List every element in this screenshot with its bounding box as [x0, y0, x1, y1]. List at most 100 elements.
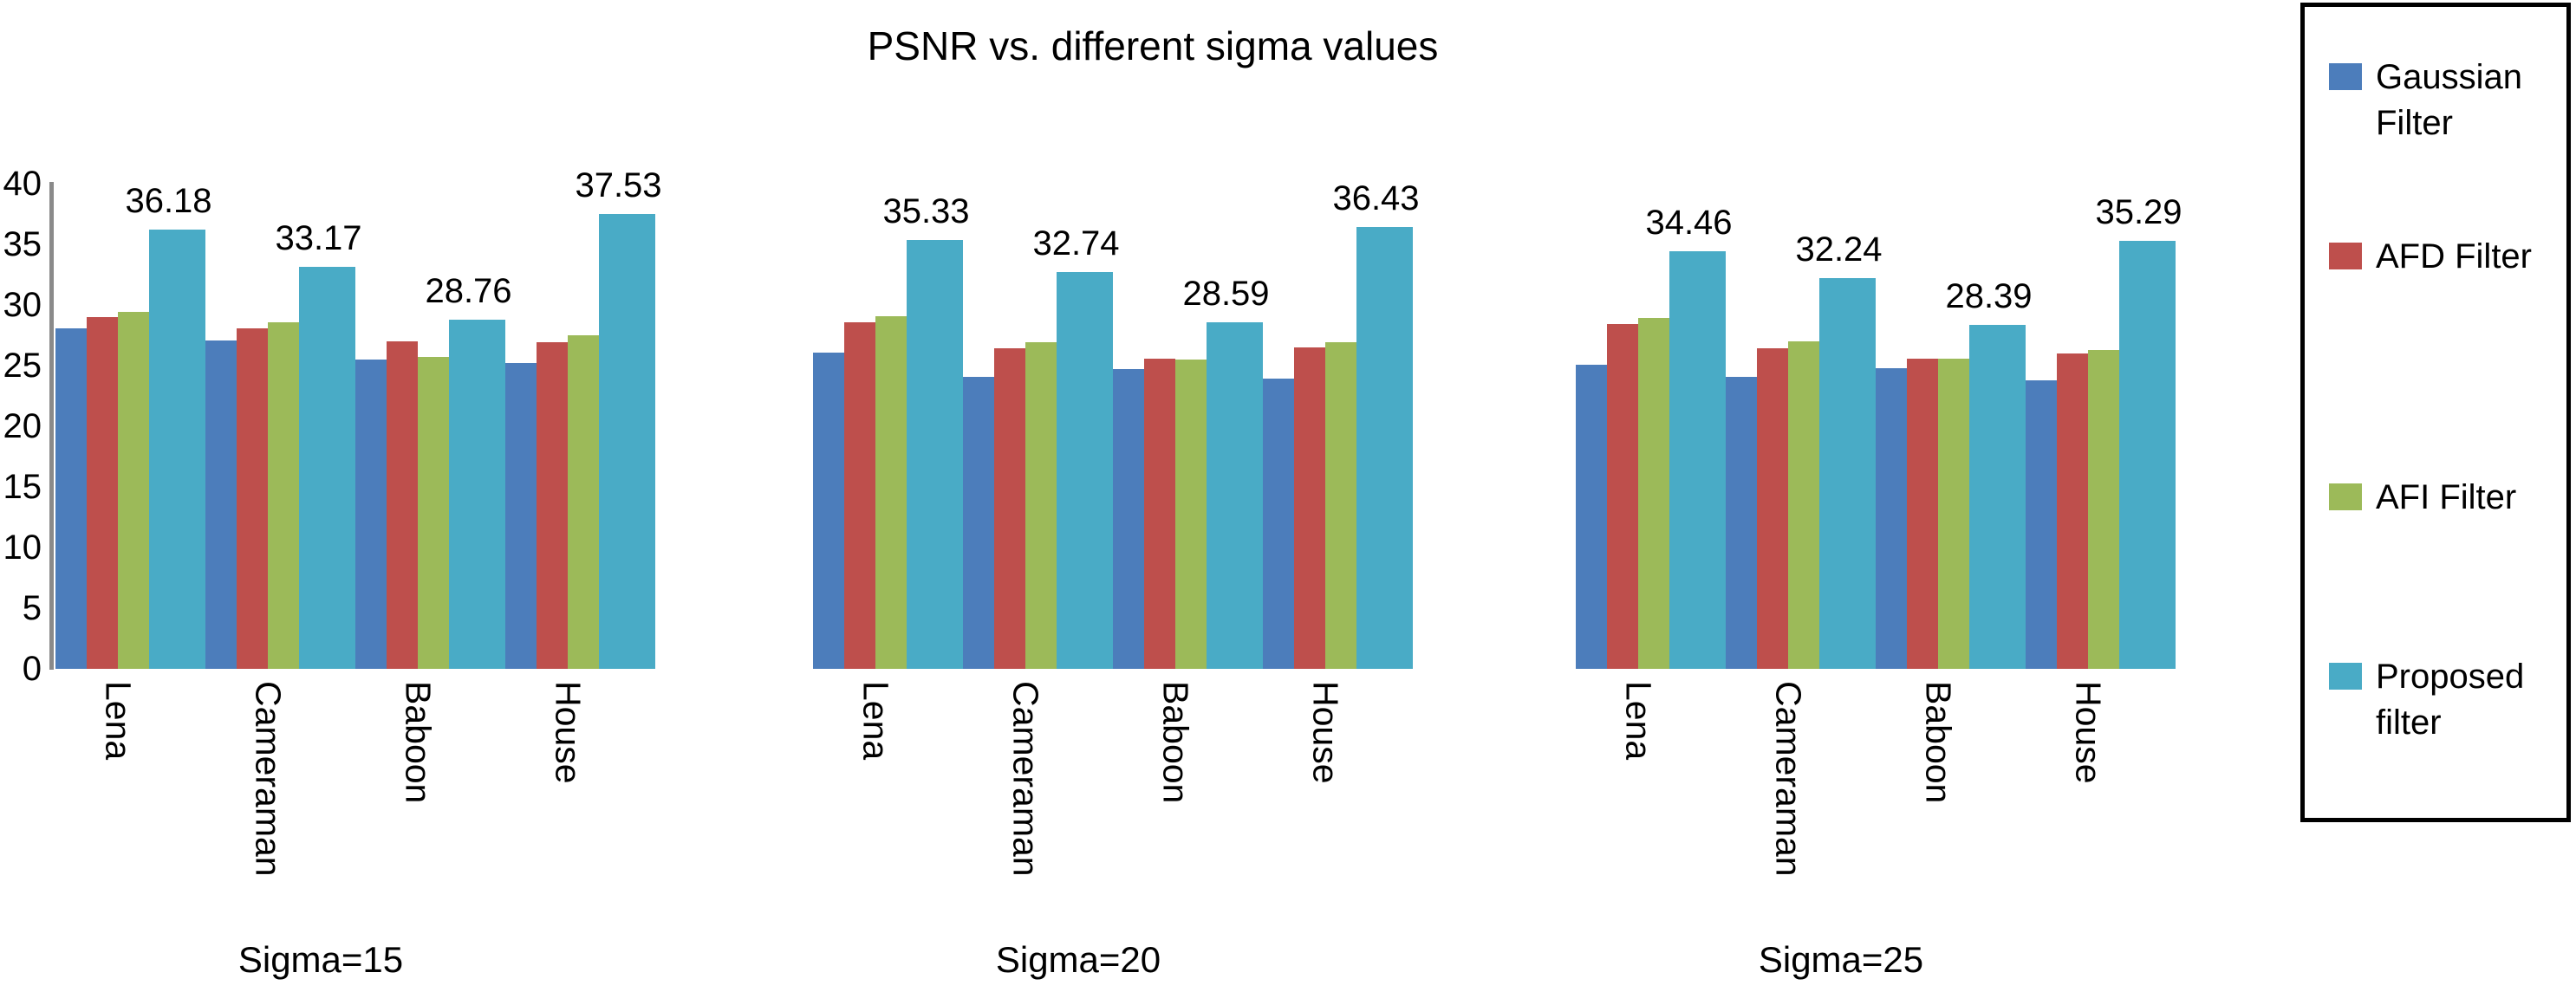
bar-Sigma=15-Cameraman-AFI Filter [268, 321, 299, 669]
bar-value-label: 37.53 [575, 165, 662, 204]
legend-label: AFI Filter [2376, 478, 2517, 516]
bar-value-label: 28.39 [1945, 276, 2033, 315]
bar-Sigma=25-Cameraman-AFI Filter [1788, 341, 1819, 669]
legend-box: Gaussian Filter AFD Filter AFI Filter Propo… [2300, 3, 2571, 822]
bar-value-label: 28.76 [425, 272, 512, 311]
y-tick-label-10: 10 [3, 528, 42, 567]
bar-Sigma=25-House-AFD Filter [2057, 353, 2088, 669]
y-tick-label-40: 40 [3, 165, 42, 203]
bar-value-label: 32.24 [1795, 230, 1883, 269]
bar-Sigma=15-Lena-Proposed filter [149, 230, 205, 669]
legend-label: AFD Filter [2376, 237, 2532, 276]
category-label-House: House [2068, 681, 2109, 784]
category-label-House: House [548, 681, 589, 784]
bar-Sigma=20-Lena-Gaussian Filter [813, 352, 844, 669]
bar-Sigma=15-House-AFI Filter [568, 335, 599, 669]
bar-Sigma=25-House-Gaussian Filter [2026, 379, 2057, 669]
bar-Sigma=25-Baboon-Gaussian Filter [1876, 367, 1907, 669]
bar-Sigma=15-House-Gaussian Filter [505, 363, 537, 669]
category-label-House: House [1305, 681, 1346, 784]
bar-Sigma=15-Lena-AFD Filter [87, 317, 118, 669]
bar-Sigma=20-House-AFD Filter [1294, 347, 1325, 669]
bar-Sigma=25-Lena-AFI Filter [1638, 318, 1669, 669]
legend-label: Gaussian Filter [2376, 58, 2522, 142]
y-axis-line [49, 182, 54, 670]
y-tick-label-35: 35 [3, 225, 42, 263]
bar-Sigma=15-Baboon-Proposed filter [449, 320, 505, 669]
legend-item-Gaussian Filter: Gaussian Filter [2329, 55, 2562, 146]
bar-Sigma=15-Lena-AFI Filter [118, 312, 149, 669]
legend-label: Proposed filter [2376, 658, 2525, 742]
bar-Sigma=20-House-Gaussian Filter [1263, 379, 1294, 669]
bar-value-label: 35.33 [882, 192, 970, 231]
legend-swatch-icon [2329, 243, 2362, 269]
bar-Sigma=15-Cameraman-Gaussian Filter [205, 340, 237, 669]
bar-Sigma=25-Baboon-AFD Filter [1907, 358, 1938, 669]
category-label-Cameraman: Cameraman [248, 681, 289, 877]
bar-Sigma=20-Cameraman-Gaussian Filter [963, 376, 994, 669]
bar-Sigma=25-Cameraman-Proposed filter [1819, 277, 1876, 669]
bar-Sigma=25-House-AFI Filter [2088, 349, 2119, 669]
category-label-Lena: Lena [1618, 681, 1659, 761]
legend-swatch-icon [2329, 483, 2362, 510]
y-tick-label-15: 15 [3, 468, 42, 506]
bar-Sigma=20-Cameraman-Proposed filter [1057, 271, 1113, 669]
bar-Sigma=20-Cameraman-AFD Filter [994, 348, 1025, 669]
group-label-Sigma=15: Sigma=15 [237, 939, 404, 980]
bar-Sigma=20-Baboon-AFD Filter [1144, 358, 1175, 669]
bar-Sigma=20-Lena-AFD Filter [844, 321, 875, 669]
legend-swatch-icon [2329, 663, 2362, 690]
bar-Sigma=20-Cameraman-AFI Filter [1025, 342, 1057, 669]
bar-Sigma=15-Baboon-Gaussian Filter [355, 360, 387, 669]
chart-title: PSNR vs. different sigma values [867, 23, 1439, 68]
legend-item-AFD Filter: AFD Filter [2329, 234, 2532, 280]
legend-item-Proposed filter: Proposed filter [2329, 654, 2562, 746]
bar-Sigma=15-Baboon-AFD Filter [387, 341, 418, 669]
bar-Sigma=25-Baboon-AFI Filter [1938, 358, 1969, 669]
category-label-Cameraman: Cameraman [1768, 681, 1809, 877]
bar-Sigma=25-Lena-Proposed filter [1669, 250, 1726, 669]
category-label-Lena: Lena [855, 681, 896, 761]
bar-Sigma=25-Lena-AFD Filter [1607, 324, 1638, 669]
bar-Sigma=15-Baboon-AFI Filter [418, 357, 449, 669]
y-tick-label-0: 0 [22, 650, 42, 688]
bar-Sigma=15-House-AFD Filter [537, 342, 568, 669]
bar-Sigma=20-House-Proposed filter [1356, 226, 1413, 669]
bar-value-label: 32.74 [1032, 224, 1120, 263]
bar-Sigma=20-Lena-AFI Filter [875, 315, 907, 669]
bar-Sigma=15-Lena-Gaussian Filter [55, 327, 87, 669]
bar-Sigma=20-Baboon-Proposed filter [1207, 321, 1263, 669]
bar-Sigma=25-Lena-Gaussian Filter [1576, 364, 1607, 669]
category-label-Cameraman: Cameraman [1005, 681, 1046, 877]
category-label-Baboon: Baboon [398, 681, 439, 804]
bar-Sigma=25-House-Proposed filter [2119, 240, 2176, 669]
group-label-Sigma=25: Sigma=25 [1758, 939, 1924, 980]
bar-Sigma=20-Baboon-Gaussian Filter [1113, 369, 1144, 669]
bar-value-label: 36.18 [125, 182, 212, 221]
bar-value-label: 33.17 [275, 218, 362, 257]
bar-value-label: 34.46 [1645, 203, 1733, 242]
bar-Sigma=20-Lena-Proposed filter [907, 240, 963, 669]
category-label-Lena: Lena [98, 681, 139, 761]
legend-swatch-icon [2329, 63, 2362, 90]
bar-value-label: 35.29 [2095, 192, 2182, 231]
bar-value-label: 28.59 [1182, 274, 1270, 313]
y-tick-label-25: 25 [3, 347, 42, 385]
bar-Sigma=25-Baboon-Proposed filter [1969, 324, 2026, 669]
y-tick-label-20: 20 [3, 407, 42, 445]
bar-Sigma=25-Cameraman-Gaussian Filter [1726, 376, 1757, 669]
y-tick-label-30: 30 [3, 286, 42, 324]
legend-item-AFI Filter: AFI Filter [2329, 475, 2516, 521]
bar-Sigma=20-Baboon-AFI Filter [1175, 360, 1207, 669]
bar-Sigma=15-Cameraman-Proposed filter [299, 266, 355, 669]
bar-Sigma=15-Cameraman-AFD Filter [237, 327, 268, 669]
group-label-Sigma=20: Sigma=20 [995, 939, 1161, 980]
bar-Sigma=20-House-AFI Filter [1325, 342, 1356, 669]
bar-Sigma=25-Cameraman-AFD Filter [1757, 348, 1788, 669]
y-tick-label-5: 5 [22, 589, 42, 627]
bar-value-label: 36.43 [1332, 178, 1420, 217]
category-label-Baboon: Baboon [1155, 681, 1196, 804]
bar-Sigma=15-House-Proposed filter [599, 213, 655, 669]
category-label-Baboon: Baboon [1918, 681, 1959, 804]
